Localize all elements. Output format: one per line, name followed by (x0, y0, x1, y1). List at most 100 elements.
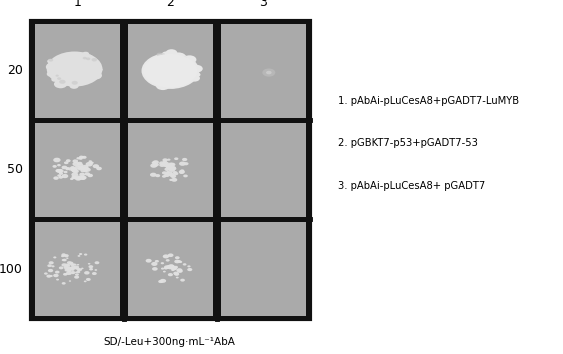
Circle shape (164, 167, 170, 171)
Circle shape (57, 169, 62, 172)
Circle shape (83, 72, 95, 79)
Circle shape (56, 279, 59, 280)
Bar (128, 222, 213, 316)
Bar (221, 123, 306, 217)
Circle shape (163, 160, 167, 163)
Bar (35, 123, 120, 217)
Circle shape (171, 175, 176, 178)
Circle shape (47, 59, 55, 64)
Circle shape (70, 271, 75, 274)
Circle shape (61, 253, 66, 256)
Circle shape (89, 72, 102, 80)
Circle shape (52, 165, 57, 168)
Circle shape (63, 273, 68, 276)
Bar (128, 24, 213, 118)
Circle shape (168, 265, 173, 268)
Circle shape (57, 77, 61, 80)
Circle shape (77, 157, 80, 159)
Circle shape (57, 174, 61, 177)
Circle shape (150, 173, 157, 177)
Circle shape (65, 53, 78, 62)
Circle shape (51, 59, 65, 68)
Circle shape (95, 261, 100, 264)
Circle shape (48, 261, 53, 264)
Circle shape (79, 253, 82, 255)
Circle shape (174, 260, 180, 263)
Circle shape (65, 263, 69, 266)
Circle shape (66, 267, 70, 269)
Circle shape (95, 269, 97, 271)
Circle shape (146, 61, 159, 69)
Circle shape (47, 51, 102, 87)
Circle shape (169, 264, 175, 268)
Circle shape (73, 159, 78, 163)
Circle shape (64, 274, 67, 275)
Circle shape (67, 269, 72, 272)
Circle shape (141, 53, 199, 89)
Circle shape (163, 271, 166, 273)
Circle shape (161, 53, 165, 56)
Circle shape (169, 266, 175, 269)
Circle shape (75, 176, 83, 180)
Circle shape (176, 276, 178, 279)
Circle shape (84, 271, 90, 275)
Circle shape (72, 168, 77, 171)
Circle shape (145, 65, 157, 73)
Circle shape (56, 170, 60, 172)
Circle shape (56, 75, 59, 77)
Text: 1: 1 (74, 0, 81, 9)
Circle shape (82, 75, 91, 81)
Circle shape (55, 169, 61, 173)
Circle shape (72, 167, 76, 170)
Circle shape (96, 68, 102, 72)
Circle shape (71, 168, 77, 172)
Bar (128, 123, 213, 217)
Circle shape (66, 268, 69, 270)
Circle shape (54, 80, 68, 88)
Circle shape (145, 70, 151, 74)
Circle shape (162, 162, 167, 165)
Circle shape (266, 71, 271, 74)
Text: 2: 2 (167, 0, 174, 9)
Circle shape (166, 49, 177, 57)
Circle shape (81, 169, 86, 172)
Circle shape (48, 58, 53, 62)
Circle shape (166, 171, 170, 173)
Circle shape (173, 76, 189, 86)
Bar (35, 24, 120, 118)
Circle shape (74, 266, 79, 269)
Circle shape (83, 170, 88, 172)
Circle shape (78, 164, 83, 167)
Circle shape (173, 172, 178, 175)
Circle shape (68, 167, 73, 171)
Circle shape (187, 268, 193, 271)
Circle shape (82, 52, 89, 56)
Circle shape (164, 267, 168, 269)
Circle shape (65, 168, 69, 170)
Circle shape (171, 178, 177, 182)
Circle shape (177, 269, 183, 273)
Circle shape (193, 72, 200, 77)
Circle shape (169, 163, 176, 166)
Circle shape (79, 156, 84, 159)
Circle shape (179, 171, 184, 174)
Circle shape (88, 160, 92, 162)
Circle shape (171, 269, 175, 271)
Circle shape (74, 275, 79, 279)
Circle shape (166, 259, 169, 262)
Circle shape (183, 175, 188, 177)
Circle shape (53, 56, 66, 64)
Circle shape (81, 167, 84, 170)
Circle shape (168, 167, 173, 171)
Circle shape (72, 169, 76, 172)
Circle shape (69, 83, 79, 89)
Circle shape (168, 273, 173, 276)
Circle shape (44, 272, 48, 275)
Circle shape (178, 170, 185, 174)
Circle shape (73, 176, 77, 179)
Circle shape (96, 167, 102, 170)
Circle shape (84, 172, 90, 176)
Circle shape (61, 166, 68, 169)
Circle shape (61, 255, 65, 257)
Circle shape (66, 159, 70, 162)
